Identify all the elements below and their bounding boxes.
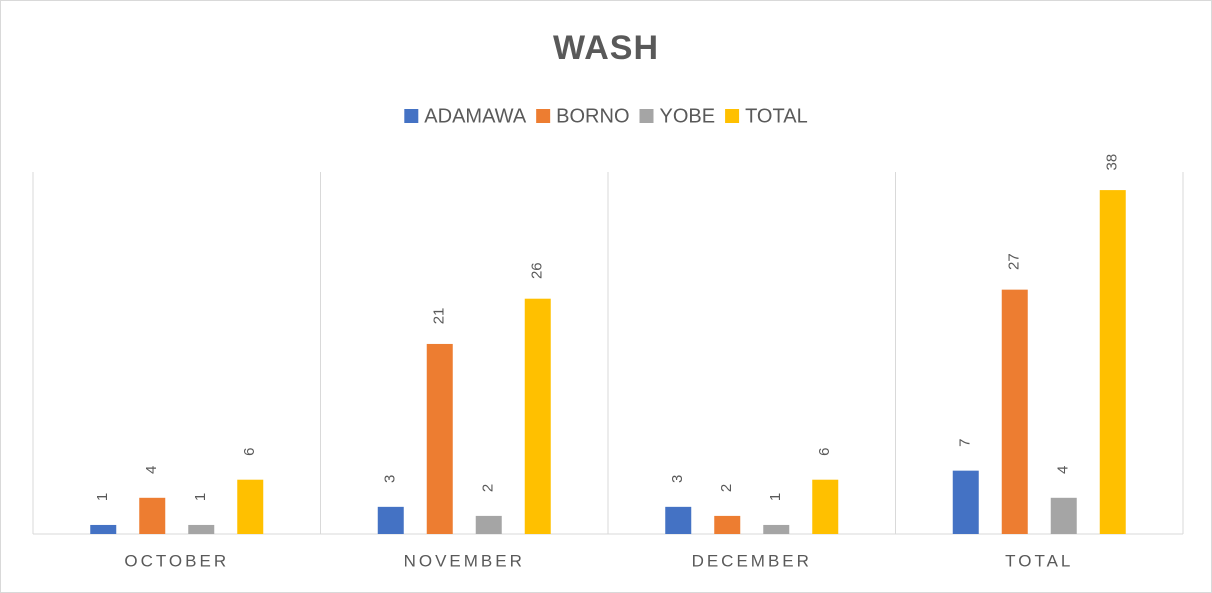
legend-label: ADAMAWA (424, 105, 527, 127)
x-tick-label: NOVEMBER (404, 551, 525, 570)
bar (1001, 289, 1028, 534)
value-label: 3 (669, 475, 686, 483)
value-label: 21 (431, 308, 448, 325)
legend-label: YOBE (660, 105, 716, 127)
bar (665, 506, 692, 534)
x-tick-label: DECEMBER (692, 551, 812, 570)
bar (237, 479, 264, 534)
bar (812, 479, 839, 534)
value-label: 3 (382, 475, 399, 483)
legend-swatch (639, 109, 654, 123)
bar (1099, 190, 1126, 534)
bar (1050, 497, 1077, 534)
legend-swatch (536, 109, 551, 123)
bar (188, 524, 215, 534)
bar (952, 470, 979, 534)
value-label: 27 (1006, 253, 1023, 270)
legend-label: BORNO (556, 105, 629, 127)
legend-swatch (404, 109, 419, 123)
value-label: 26 (529, 262, 546, 279)
chart-title: WASH (553, 29, 659, 67)
bar (475, 515, 502, 534)
value-label: 1 (94, 493, 111, 501)
value-label: 6 (816, 448, 833, 456)
bar (90, 524, 117, 534)
value-label: 1 (192, 493, 209, 501)
value-label: 1 (767, 493, 784, 501)
bar (714, 515, 741, 534)
value-label: 4 (1055, 466, 1072, 474)
value-label: 38 (1104, 154, 1121, 171)
bar (139, 497, 166, 534)
legend-label: TOTAL (745, 105, 808, 127)
bar (763, 524, 790, 534)
value-label: 7 (957, 438, 974, 446)
bar (524, 298, 551, 534)
x-tick-label: OCTOBER (124, 551, 229, 570)
value-label: 6 (241, 448, 258, 456)
legend-swatch (725, 109, 740, 123)
value-label: 4 (143, 466, 160, 474)
bar (426, 343, 453, 534)
value-label: 2 (718, 484, 735, 492)
x-tick-label: TOTAL (1005, 551, 1073, 570)
value-label: 2 (480, 484, 497, 492)
bar (377, 506, 404, 534)
